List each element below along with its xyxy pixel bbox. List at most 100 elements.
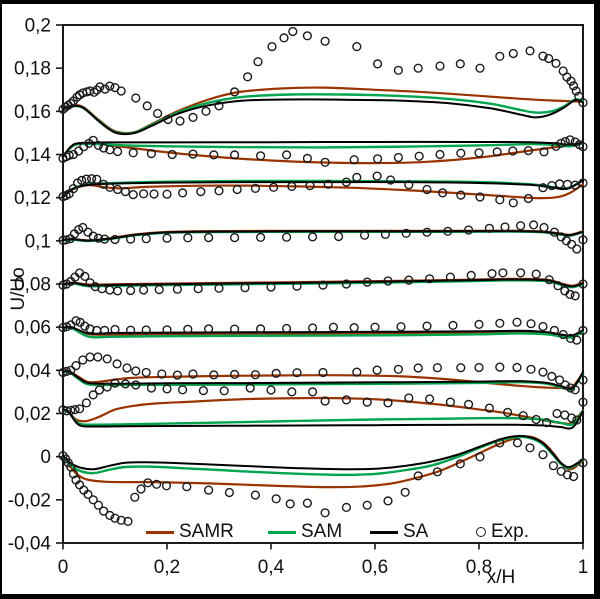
exp-point	[88, 390, 98, 400]
exp-point	[320, 157, 330, 167]
exp-point	[85, 324, 95, 334]
exp-point	[99, 234, 110, 244]
exp-point	[518, 411, 528, 421]
line-swatch-icon	[146, 530, 174, 534]
exp-point	[80, 321, 90, 331]
exp-point	[80, 271, 90, 282]
exp-point	[172, 284, 183, 294]
exp-point	[230, 87, 240, 97]
series-line-SA-profile-6	[62, 325, 584, 337]
exp-point	[456, 363, 466, 373]
exp-point	[126, 285, 136, 296]
exp-point	[498, 268, 508, 278]
exp-point	[558, 329, 568, 340]
exp-point	[475, 192, 485, 202]
exp-point	[572, 335, 582, 345]
exp-points-profile-4	[58, 220, 588, 254]
exp-point	[161, 481, 172, 491]
exp-point	[572, 415, 582, 425]
exp-point	[266, 282, 276, 292]
exp-point	[94, 385, 105, 395]
exp-point	[105, 285, 115, 295]
exp-point	[566, 76, 576, 86]
exp-point	[320, 36, 330, 46]
exp-point	[515, 268, 526, 278]
exp-point	[78, 222, 88, 233]
exp-point	[253, 57, 263, 67]
exp-point	[568, 81, 579, 91]
exp-point	[279, 33, 289, 43]
exp-point	[130, 492, 140, 502]
exp-point	[425, 394, 435, 404]
exp-point	[256, 232, 266, 243]
y-tick-label-0,14: 0,14	[14, 145, 51, 166]
exp-point	[349, 323, 359, 333]
exp-point	[448, 320, 458, 331]
exp-point	[99, 325, 110, 336]
exp-point	[320, 396, 330, 406]
exp-point	[116, 515, 126, 525]
exp-point	[183, 324, 193, 334]
exp-point	[445, 397, 456, 407]
legend-label: Exp.	[491, 521, 530, 542]
exp-point	[341, 279, 352, 289]
exp-point	[464, 399, 474, 410]
x-tick-label-0,8: 0,8	[466, 557, 492, 578]
exp-point	[565, 383, 576, 393]
series-line-SA-profile-4	[62, 230, 584, 242]
exp-point	[328, 322, 339, 332]
exp-point	[120, 379, 131, 389]
exp-point	[548, 461, 559, 471]
exp-point	[302, 498, 313, 508]
exp-point	[528, 220, 539, 230]
exp-point	[126, 234, 136, 244]
exp-point	[308, 232, 318, 242]
exp-point	[230, 369, 240, 380]
exp-point	[224, 487, 235, 498]
exp-point	[250, 370, 261, 380]
exp-point	[500, 222, 510, 232]
exp-point	[560, 380, 570, 390]
exp-point	[523, 146, 534, 156]
exp-point	[70, 405, 80, 415]
y-tick-label-0,1: 0,1	[25, 231, 51, 252]
exp-point	[149, 189, 159, 199]
exp-point	[438, 188, 448, 198]
exp-point	[230, 233, 240, 243]
exp-point	[487, 269, 497, 279]
exp-point	[85, 86, 95, 96]
exp-point	[526, 319, 536, 329]
exp-point	[250, 490, 261, 500]
exp-point	[88, 135, 98, 145]
exp-point	[334, 231, 344, 242]
exp-point	[320, 508, 330, 518]
y-tick-label-0,16: 0,16	[14, 102, 51, 123]
exp-point	[445, 272, 456, 282]
y-tick-label-0,08: 0,08	[14, 275, 51, 296]
exp-point	[271, 368, 281, 379]
exp-point	[538, 367, 548, 377]
exp-point	[105, 510, 115, 521]
exp-point	[370, 322, 380, 332]
exp-point	[178, 385, 188, 395]
exp-points-profile-6	[58, 316, 588, 345]
exp-points-profile-7	[58, 352, 588, 395]
exp-point	[404, 180, 414, 190]
exp-point	[422, 184, 432, 195]
exp-point	[61, 366, 72, 377]
exp-points-profile-2	[58, 135, 588, 167]
exp-point	[512, 317, 522, 327]
y-tick-label-0,04: 0,04	[14, 361, 51, 382]
exp-point	[492, 147, 502, 157]
exp-point	[393, 152, 404, 163]
exp-point	[495, 438, 505, 448]
exp-point	[188, 149, 198, 159]
exp-point	[141, 367, 151, 378]
exp-point	[232, 184, 242, 195]
exp-point	[413, 471, 423, 481]
exp-point	[230, 150, 240, 160]
exp-point	[83, 489, 93, 500]
exp-point	[349, 155, 359, 165]
exp-point	[219, 386, 229, 396]
